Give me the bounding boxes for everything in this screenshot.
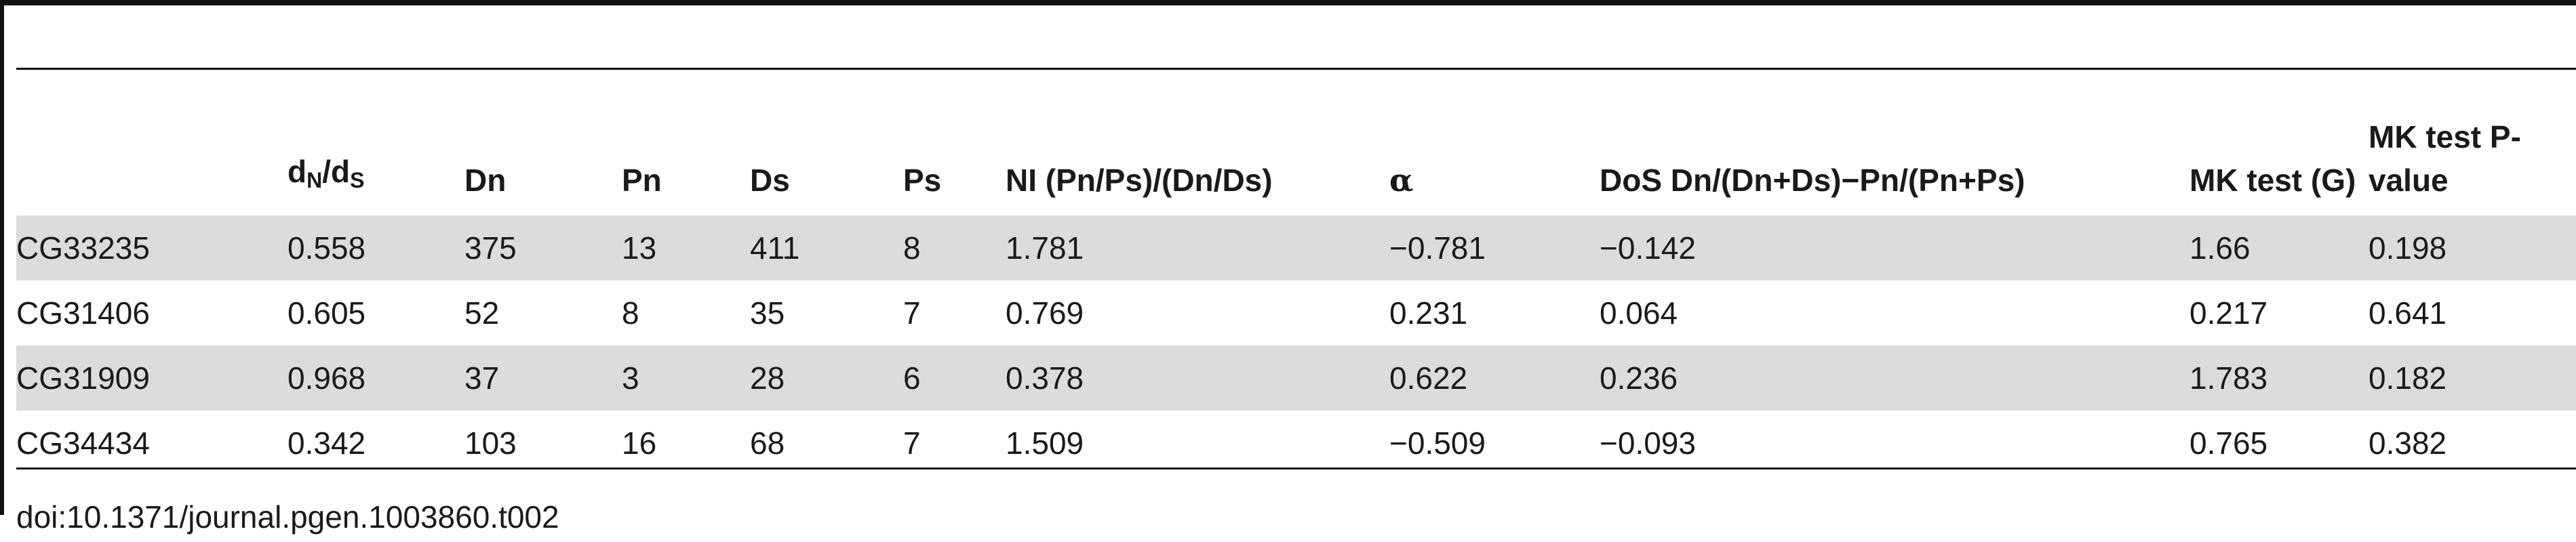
doi-caption: doi:10.1371/journal.pgen.1003860.t002 <box>16 499 559 535</box>
cell-dnds: 0.558 <box>288 215 464 280</box>
header-dos: DoS Dn/(Dn+Ds)−Pn/(Pn+Ps) <box>1600 163 2025 198</box>
cell-ds: 35 <box>750 295 785 331</box>
header-alpha: α <box>1389 162 1414 199</box>
cell-mk-p: 0.198 <box>2369 215 2576 280</box>
cell-mk-p: 0.641 <box>2369 295 2447 331</box>
table-bottom-rule <box>16 467 2576 470</box>
cell-ps: 6 <box>903 346 1006 411</box>
cell-ps: 7 <box>903 425 921 461</box>
cell-pn: 13 <box>622 215 750 280</box>
cell-gene: CG31909 <box>16 346 288 411</box>
cell-pn: 3 <box>622 346 750 411</box>
header-dnds: dN/dS <box>288 154 365 192</box>
cell-dos: −0.093 <box>1600 425 1696 461</box>
cell-mk-g: 1.783 <box>2189 346 2369 411</box>
cell-mk-g: 0.765 <box>2189 425 2268 461</box>
cell-alpha: 0.231 <box>1389 295 1468 331</box>
cell-gene: CG34434 <box>16 425 150 461</box>
cell-alpha: −0.509 <box>1389 425 1486 461</box>
header-top-rule <box>16 68 2576 70</box>
table-row: CG34434 0.342 103 16 68 7 1.509 −0.509 −… <box>16 411 2576 476</box>
data-table: dN/dS Dn Pn Ds Ps NI (Pn/Ps)/(Dn/Ds) α D… <box>16 70 2576 476</box>
left-border <box>0 5 4 515</box>
cell-pn: 8 <box>622 295 639 331</box>
header-ps: Ps <box>903 163 942 198</box>
cell-ni: 0.378 <box>1006 346 1389 411</box>
header-ds: Ds <box>750 163 790 198</box>
cell-gene: CG31406 <box>16 295 150 331</box>
cell-dnds: 0.342 <box>288 425 366 461</box>
cell-ni: 1.509 <box>1006 425 1084 461</box>
cell-mk-g: 1.66 <box>2189 215 2369 280</box>
cell-dn: 37 <box>464 346 622 411</box>
cell-dn: 375 <box>464 215 622 280</box>
cell-ps: 7 <box>903 295 921 331</box>
cell-dnds: 0.605 <box>288 295 366 331</box>
cell-ds: 68 <box>750 425 785 461</box>
cell-dnds: 0.968 <box>288 346 464 411</box>
cell-ds: 28 <box>750 346 903 411</box>
cell-ds: 411 <box>750 215 903 280</box>
cell-ni: 0.769 <box>1006 295 1084 331</box>
header-row: dN/dS Dn Pn Ds Ps NI (Pn/Ps)/(Dn/Ds) α D… <box>16 70 2576 215</box>
header-ni: NI (Pn/Ps)/(Dn/Ds) <box>1006 163 1273 198</box>
table-row: CG33235 0.558 375 13 411 8 1.781 −0.781 … <box>16 215 2576 280</box>
cell-dos: 0.064 <box>1600 295 1678 331</box>
header-mk-p: MK test P-value <box>2369 119 2521 198</box>
cell-gene: CG33235 <box>16 215 288 280</box>
cell-dn: 103 <box>464 425 517 461</box>
cell-dos: 0.236 <box>1600 346 2189 411</box>
cell-pn: 16 <box>622 425 657 461</box>
cell-dos: −0.142 <box>1600 215 2189 280</box>
header-pn: Pn <box>622 163 662 198</box>
cell-alpha: −0.781 <box>1389 215 1600 280</box>
header-dn: Dn <box>464 163 507 198</box>
cell-dn: 52 <box>464 295 500 331</box>
cell-mk-p: 0.182 <box>2369 346 2576 411</box>
cell-mk-p: 0.382 <box>2369 425 2447 461</box>
cell-ni: 1.781 <box>1006 215 1389 280</box>
cell-mk-g: 0.217 <box>2189 295 2268 331</box>
header-mk-g: MK test (G) <box>2189 163 2356 198</box>
top-rule <box>0 0 2576 5</box>
header-label <box>16 70 288 215</box>
table-row: CG31909 0.968 37 3 28 6 0.378 0.622 0.23… <box>16 346 2576 411</box>
cell-ps: 8 <box>903 215 1006 280</box>
cell-alpha: 0.622 <box>1389 346 1600 411</box>
table-row: CG31406 0.605 52 8 35 7 0.769 0.231 0.06… <box>16 280 2576 346</box>
